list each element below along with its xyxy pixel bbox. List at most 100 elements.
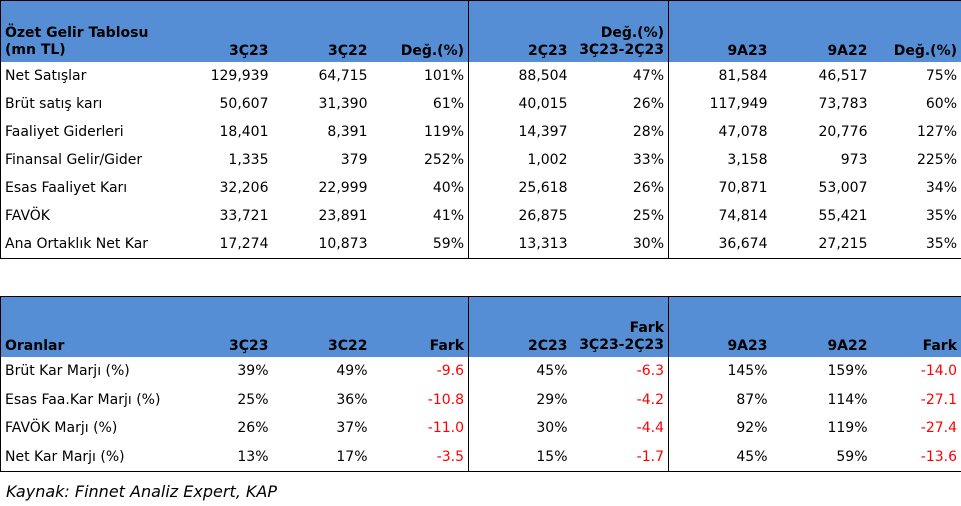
cell-value: 59%	[771, 442, 872, 473]
cell-value: 74,814	[718, 208, 768, 224]
cell-value: 17,274	[170, 230, 273, 259]
income-row: Faaliyet Giderleri 18,401 8,391 119% 14,397 2…	[0, 118, 961, 146]
cell-value: 15%	[468, 442, 572, 473]
row-label: Net Kar Marjı (%)	[0, 442, 171, 473]
cell-value: 55,421	[818, 208, 868, 224]
cell-value: 92%	[736, 420, 768, 437]
col-header-9m22: 9A22	[771, 0, 872, 62]
cell-value: 1,335	[228, 152, 269, 168]
col-header-change-qoq: Değ.(%) 3Ç23-2Ç23	[571, 0, 669, 62]
cell-value: 127%	[871, 118, 961, 146]
cell-value: -1.7	[571, 442, 669, 473]
cell-value: -9.6	[371, 357, 469, 386]
cell-value: 18,401	[219, 124, 269, 140]
row-label: Brüt Kar Marjı (%)	[0, 357, 171, 386]
cell-value: -14.0	[871, 357, 961, 386]
cell-value: 26%	[571, 90, 669, 118]
ratios-header-row: Oranlar 3Ç23 3C22 Fark 2C23 Fark 3Ç23-2Ç2…	[0, 296, 961, 357]
cell-value: 22,999	[318, 180, 368, 196]
cell-value: 49%	[336, 363, 368, 380]
cell-value: 13,313	[468, 230, 572, 259]
cell-value: 14,397	[518, 124, 568, 140]
cell-value: 47,078	[718, 124, 768, 140]
income-row: Brüt satış karı 50,607 31,390 61% 40,015 26% 1…	[0, 90, 961, 118]
ratios-table: Oranlar 3Ç23 3C22 Fark 2C23 Fark 3Ç23-2Ç2…	[0, 296, 961, 473]
cell-value: 13%	[170, 442, 273, 473]
source-note: Kaynak: Finnet Analiz Expert, KAP	[6, 482, 277, 501]
cell-value: 36,674	[668, 230, 772, 259]
cell-value: 3,158	[727, 152, 768, 168]
cell-value: 225%	[871, 146, 961, 174]
cell-value: -4.4	[571, 414, 669, 443]
cell-value: -4.2	[571, 385, 669, 415]
cell-value: 31,390	[318, 96, 368, 112]
row-label: Esas Faa.Kar Marjı (%)	[0, 385, 171, 415]
cell-value: 46,517	[818, 68, 868, 84]
ratios-col-header-diff-9m: Fark	[871, 296, 961, 357]
cell-value: 81,584	[718, 68, 768, 84]
row-label: Brüt satış karı	[0, 90, 171, 118]
cell-value: 23,891	[318, 208, 368, 224]
cell-value: 39%	[237, 363, 269, 380]
cell-value: 73,783	[818, 96, 868, 112]
income-row: FAVÖK 33,721 23,891 41% 26,875 25% 74,814 55,42…	[0, 202, 961, 230]
ratios-col-header-2q23: 2C23	[468, 296, 572, 357]
cell-value: 61%	[371, 90, 469, 118]
cell-value: -11.0	[371, 414, 469, 443]
col-header-3q22: 3Ç22	[272, 0, 372, 62]
cell-value: -10.8	[371, 385, 469, 415]
cell-value: 34%	[871, 174, 961, 202]
cell-value: 35%	[871, 230, 961, 259]
cell-value: -6.3	[571, 357, 669, 386]
ratios-col-header-diff-yoy: Fark	[371, 296, 469, 357]
ratios-col-header-9m23: 9A23	[668, 296, 772, 357]
cell-value: 33%	[571, 146, 669, 174]
row-label: Ana Ortaklık Net Kar	[0, 230, 171, 259]
cell-value: 145%	[727, 363, 768, 380]
cell-value: 119%	[371, 118, 469, 146]
income-title: Özet Gelir Tablosu (mn TL)	[0, 0, 171, 62]
cell-value: 159%	[827, 363, 868, 380]
cell-value: 379	[340, 152, 368, 168]
cell-value: 88,504	[518, 68, 568, 84]
cell-value: 36%	[336, 391, 368, 408]
income-row: Esas Faaliyet Karı 32,206 22,999 40% 25,618 2…	[0, 174, 961, 202]
cell-value: 117,949	[709, 96, 768, 112]
cell-value: 35%	[871, 202, 961, 230]
cell-value: 973	[840, 152, 868, 168]
cell-value: -27.4	[871, 414, 961, 443]
row-label: Esas Faaliyet Karı	[0, 174, 171, 202]
income-header-row: Özet Gelir Tablosu (mn TL) 3Ç23 3Ç22 Değ.…	[0, 0, 961, 62]
income-body: Net Satışlar 129,939 64,715 101% 88,504 47% 81…	[0, 62, 961, 259]
cell-value: -13.6	[871, 442, 961, 473]
ratios-title: Oranlar	[0, 296, 171, 357]
cell-value: 17%	[272, 442, 372, 473]
row-label: FAVÖK Marjı (%)	[0, 414, 171, 443]
ratios-col-header-3q22: 3C22	[272, 296, 372, 357]
row-label: FAVÖK	[0, 202, 171, 230]
ratios-col-header-diff-qoq: Fark 3Ç23-2Ç23	[571, 296, 669, 357]
income-row: Ana Ortaklık Net Kar 17,274 10,873 59% 13,31…	[0, 230, 961, 259]
cell-value: 47%	[571, 62, 669, 90]
cell-value: 32,206	[219, 180, 269, 196]
cell-value: 25,618	[518, 180, 568, 196]
cell-value: 60%	[871, 90, 961, 118]
cell-value: 25%	[571, 202, 669, 230]
cell-value: 25%	[237, 391, 269, 408]
col-header-3q23: 3Ç23	[170, 0, 273, 62]
income-row: Net Satışlar 129,939 64,715 101% 88,504 47% 81…	[0, 62, 961, 90]
ratio-row: Esas Faa.Kar Marjı (%) 25% 36% -10.8 29% -4.2…	[0, 385, 961, 415]
ratio-row: Brüt Kar Marjı (%) 39% 49% -9.6 45% -6.3 145% 1…	[0, 357, 961, 386]
cell-value: 26%	[571, 174, 669, 202]
income-statement-table: Özet Gelir Tablosu (mn TL) 3Ç23 3Ç22 Değ.…	[0, 0, 961, 259]
col-header-change-yoy: Değ.(%)	[371, 0, 469, 62]
col-header-change-9m: Değ.(%)	[871, 0, 961, 62]
col-header-2q23: 2Ç23	[468, 0, 572, 62]
cell-value: -27.1	[871, 385, 961, 415]
ratio-row: Net Kar Marjı (%) 13% 17% -3.5 15% -1.7 45% 59%…	[0, 442, 961, 473]
ratios-body: Brüt Kar Marjı (%) 39% 49% -9.6 45% -6.3 145% 1…	[0, 357, 961, 473]
row-label: Net Satışlar	[0, 62, 171, 90]
cell-value: -3.5	[371, 442, 469, 473]
cell-value: 40%	[371, 174, 469, 202]
cell-value: 45%	[536, 363, 568, 380]
